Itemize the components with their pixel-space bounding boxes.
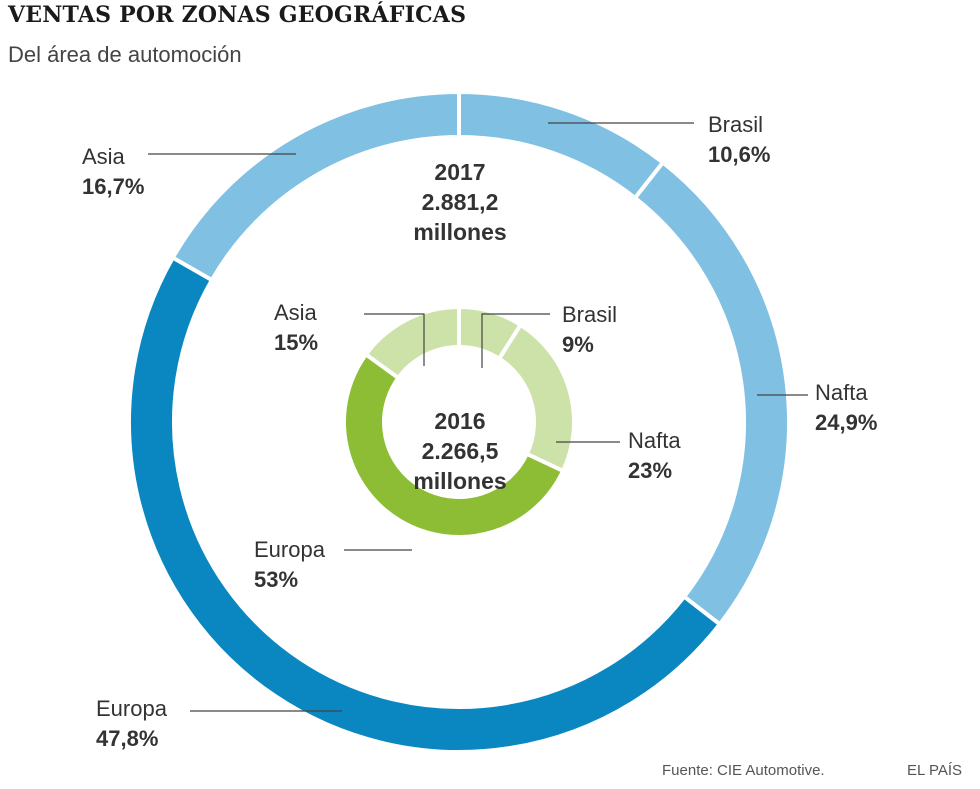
label-brasil-2016: Brasil 9% xyxy=(562,300,617,359)
source-note: Fuente: CIE Automotive. xyxy=(662,762,825,779)
inner-donut-2016 xyxy=(342,304,576,539)
label-europa-2017: Europa 47,8% xyxy=(96,694,167,753)
label-europa-2016: Europa 53% xyxy=(254,535,325,594)
label-asia-2017: Asia 16,7% xyxy=(82,142,144,201)
label-asia-2016-value: 15% xyxy=(274,329,319,355)
label-brasil-2017: Brasil 10,6% xyxy=(708,110,770,169)
center-total-2016: 2016 2.266,5 millones xyxy=(380,407,540,497)
label-nafta-2016-name: Nafta xyxy=(628,428,681,453)
label-europa-2016-name: Europa xyxy=(254,537,325,562)
chart-subtitle: Del área de automoción xyxy=(8,42,242,67)
outer-donut-2017 xyxy=(127,89,791,754)
center-year-2016: 2016 xyxy=(434,408,486,434)
outer-2017-slice-asia xyxy=(170,89,461,283)
inner-2016-slice-europa xyxy=(342,351,566,539)
center-total-2017: 2017 2.881,2 millones xyxy=(380,158,540,248)
label-nafta-2017-name: Nafta xyxy=(815,380,868,405)
label-asia-2016-name: Asia xyxy=(274,300,317,325)
label-brasil-2016-name: Brasil xyxy=(562,302,618,327)
label-nafta-2016: Nafta 23% xyxy=(628,426,681,485)
center-value-2016: 2.266,5 xyxy=(421,437,499,464)
label-europa-2017-value: 47,8% xyxy=(96,725,159,751)
label-nafta-2017: Nafta 24,9% xyxy=(815,378,877,437)
center-year-2017: 2017 xyxy=(434,159,486,185)
outer-2017-slice-nafta xyxy=(632,159,791,628)
label-brasil-2017-value: 10,6% xyxy=(708,141,771,167)
label-asia-2017-name: Asia xyxy=(82,144,125,169)
leader-line-brasil-2016 xyxy=(481,313,550,368)
label-brasil-2016-value: 9% xyxy=(562,331,594,357)
label-nafta-2016-value: 23% xyxy=(628,457,673,483)
outer-2017-slice-europa xyxy=(127,254,723,754)
center-unit-2016: millones xyxy=(413,467,507,494)
label-asia-2016: Asia 15% xyxy=(274,298,318,357)
label-europa-2016-value: 53% xyxy=(254,566,299,592)
brand-label: EL PAÍS xyxy=(907,762,963,779)
center-unit-2017: millones xyxy=(413,218,507,245)
label-asia-2017-value: 16,7% xyxy=(82,173,145,199)
label-nafta-2017-value: 24,9% xyxy=(815,409,878,435)
center-value-2017: 2.881,2 xyxy=(421,188,499,215)
label-brasil-2017-name: Brasil xyxy=(708,112,764,137)
chart-title: VENTAS POR ZONAS GEOGRÁFICAS xyxy=(8,2,467,28)
inner-2016-slice-asia xyxy=(363,304,461,381)
label-europa-2017-name: Europa xyxy=(96,696,167,721)
leader-lines xyxy=(148,122,808,712)
leader-line-asia-2016 xyxy=(364,313,425,366)
